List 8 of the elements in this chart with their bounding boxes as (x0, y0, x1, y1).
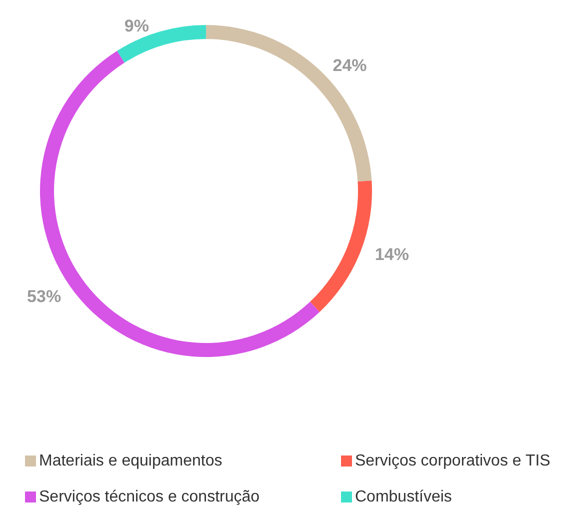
data-label: 9% (124, 16, 150, 36)
legend-label: Serviços técnicos e construção (39, 488, 260, 506)
data-label: 14% (374, 244, 409, 264)
legend-label: Serviços corporativos e TIS (355, 452, 550, 470)
legend-label: Materiais e equipamentos (39, 452, 222, 470)
data-label: 53% (27, 286, 62, 306)
legend-label: Combustíveis (355, 488, 452, 506)
data-label: 24% (332, 56, 367, 76)
